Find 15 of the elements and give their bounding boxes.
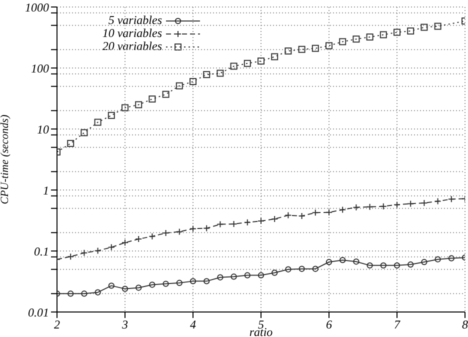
y-tick-label: 0.01 — [28, 305, 49, 320]
y-tick-label: 0.1 — [34, 244, 49, 258]
x-tick-label: 3 — [121, 318, 128, 332]
x-tick-label: 2 — [54, 318, 60, 332]
legend-label: 10 variables — [102, 26, 162, 41]
y-tick-label: 1 — [43, 183, 49, 198]
legend-label: 5 variables — [108, 13, 162, 28]
x-tick-label: 7 — [394, 318, 401, 332]
y-tick-label: 10 — [37, 122, 49, 136]
x-tick-label: 6 — [326, 318, 332, 332]
y-tick-label: 100 — [31, 61, 49, 76]
y-tick-label: 1000 — [25, 0, 49, 14]
x-tick-label: 4 — [190, 318, 196, 332]
y-axis-title: CPU-time (seconds) — [0, 114, 11, 204]
x-tick-label: 8 — [462, 318, 468, 332]
